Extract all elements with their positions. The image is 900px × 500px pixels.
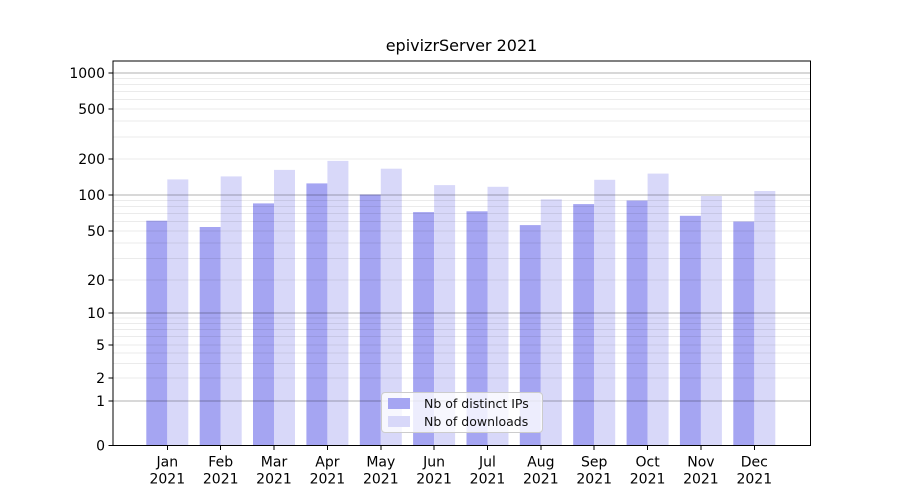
ips-bar-apr [306,183,328,446]
ips-bar-nov [679,215,701,446]
ips-bar-mar [253,203,274,446]
downloads-bar-mar [274,169,295,446]
legend-label-ips: Nb of distinct IPs [424,396,529,411]
legend-label-downloads: Nb of downloads [424,414,529,429]
gridlines-layer [113,72,811,402]
legend-swatch-ips [388,398,410,409]
x-tick-label-year-jan: 2021 [149,472,185,488]
chart-title: epivizrServer 2021 [385,36,538,55]
ips-bar-jul [466,211,488,446]
x-tick-label-year-aug: 2021 [523,472,559,488]
x-tick-label-year-nov: 2021 [683,472,719,488]
ips-bar-oct [626,200,648,446]
legend-item-downloads: Nb of downloads [388,413,536,430]
axes-layer: 01251020501002005001000Jan2021Feb2021Mar… [69,60,811,488]
downloads-bar-aug [540,199,562,446]
x-tick-label-month-may: May [366,455,395,471]
x-tick-label-month-jan: Jan [156,455,179,471]
legend-item-distinct-ips: Nb of distinct IPs [388,395,536,412]
x-tick-label-year-may: 2021 [363,472,399,488]
downloads-bar-nov [700,196,722,446]
plot-frame [112,60,811,446]
ips-bar-aug [519,225,541,446]
x-tick-label-month-jun: Jun [422,455,445,471]
x-tick-label-month-nov: Nov [687,455,714,471]
x-tick-label-year-oct: 2021 [630,472,666,488]
x-tick-label-year-jun: 2021 [416,472,452,488]
y-tick-label-20: 20 [87,273,105,289]
x-tick-label-month-mar: Mar [261,455,288,471]
y-tick-label-5: 5 [96,338,105,354]
x-tick-label-month-apr: Apr [315,455,339,471]
x-tick-label-month-feb: Feb [208,455,233,471]
downloads-bar-oct [647,173,669,446]
y-tick-label-1: 1 [96,394,105,410]
downloads-bar-dec [754,191,776,446]
downloads-bar-sep [594,179,616,446]
bars-layer [146,160,776,446]
y-tick-label-100: 100 [78,188,105,204]
downloads-bar-jun [434,185,456,446]
ips-bar-jan [146,220,168,446]
y-tick-label-0: 0 [96,439,105,455]
x-tick-label-month-dec: Dec [741,455,768,471]
y-tick-label-1000: 1000 [69,66,105,82]
y-tick-label-200: 200 [78,152,105,168]
ips-bar-sep [573,204,595,446]
x-tick-label-year-apr: 2021 [310,472,346,488]
y-tick-label-2: 2 [96,371,105,387]
y-tick-label-10: 10 [87,306,105,322]
legend-swatch-downloads [388,416,410,427]
downloads-bar-jan [167,179,189,446]
x-tick-label-year-jul: 2021 [470,472,506,488]
downloads-bar-may [380,168,402,446]
y-tick-label-50: 50 [87,224,105,240]
ips-bar-dec [733,221,755,446]
downloads-bar-apr [327,160,349,446]
x-tick-label-month-aug: Aug [527,455,554,471]
y-tick-label-500: 500 [78,102,105,118]
x-tick-label-year-sep: 2021 [576,472,612,488]
ips-bar-feb [199,227,221,446]
x-tick-label-year-feb: 2021 [203,472,239,488]
x-tick-label-year-dec: 2021 [736,472,772,488]
x-tick-label-month-sep: Sep [581,455,608,471]
x-tick-label-month-oct: Oct [635,455,660,471]
x-tick-label-year-mar: 2021 [256,472,292,488]
downloads-bar-feb [220,176,242,446]
ips-bar-jun [413,212,435,446]
legend: Nb of distinct IPs Nb of downloads [381,392,543,433]
ips-bar-may [359,194,381,446]
downloads-bar-jul [487,186,509,446]
x-tick-label-month-jul: Jul [478,455,496,471]
